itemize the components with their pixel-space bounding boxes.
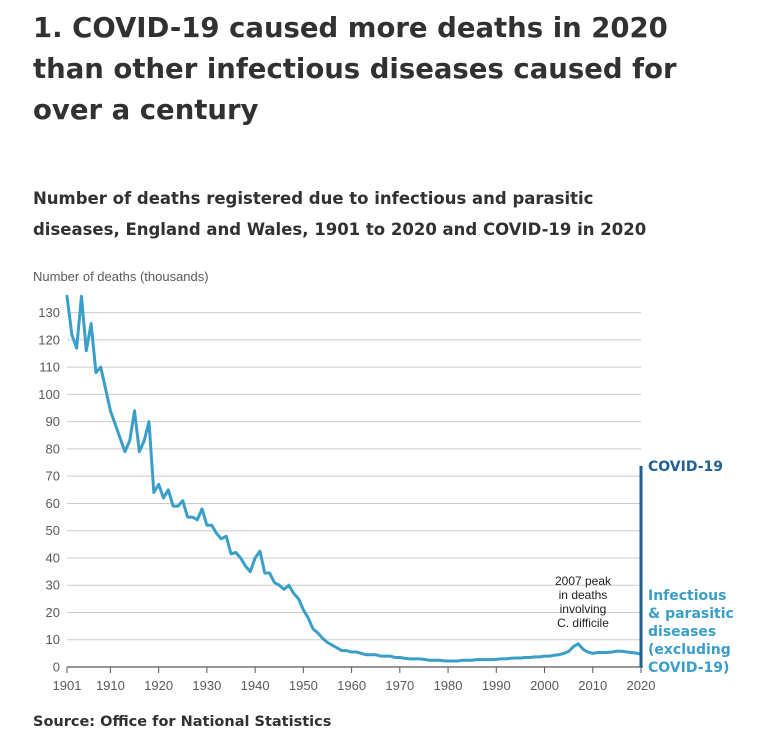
y-tick-label: 10: [46, 632, 60, 647]
x-tick-label: 1960: [337, 678, 366, 693]
annotation-text: involving: [560, 602, 607, 616]
y-axis-label: Number of deaths (thousands): [33, 269, 209, 284]
y-tick-label: 130: [38, 305, 60, 320]
series-label-infectious: COVID-19): [648, 660, 729, 676]
y-tick-label: 20: [46, 605, 60, 620]
x-tick-label: 2000: [530, 678, 559, 693]
x-tick-label: 1950: [289, 678, 318, 693]
y-tick-label: 80: [46, 441, 60, 456]
y-axis-ticks: 0 10 20 30 40 50 60 70 80 90 100 110 120 130: [38, 305, 60, 674]
y-tick-label: 70: [46, 469, 60, 484]
source-note: Source: Office for National Statistics: [33, 714, 332, 730]
series-label-covid: COVID-19: [648, 459, 723, 475]
y-tick-label: 40: [46, 550, 60, 565]
chart-subtitle: Number of deaths registered due to infec…: [33, 189, 647, 239]
x-tick-label: 1990: [482, 678, 511, 693]
x-axis: 1901 1910 1920 1930 1940 1950 1960 1970 1980 1990…: [53, 666, 656, 693]
y-tick-label: 100: [38, 387, 60, 402]
x-tick-label: 1970: [385, 678, 414, 693]
y-tick-label: 50: [46, 523, 60, 538]
annotation-text: C. difficile: [557, 616, 609, 630]
gridlines: [67, 312, 641, 641]
x-tick-label: 1940: [241, 678, 270, 693]
y-tick-label: 30: [46, 578, 60, 593]
y-tick-label: 120: [38, 332, 60, 347]
x-tick-label: 1980: [434, 678, 463, 693]
x-tick-label: 1901: [53, 678, 82, 693]
x-tick-label: 1930: [192, 678, 221, 693]
y-tick-label: 90: [46, 414, 60, 429]
x-tick-label: 2010: [578, 678, 607, 693]
annotation-text: 2007 peak: [555, 574, 612, 588]
x-tick-label: 1920: [144, 678, 173, 693]
series-label-infectious: diseases: [648, 624, 716, 640]
annotation-text: in deaths: [559, 588, 608, 602]
series-label-infectious: (excluding: [648, 642, 731, 658]
annotations: COVID-19 Infectious & parasitic diseases (ex…: [555, 459, 734, 676]
series-infectious-line: [65, 294, 643, 663]
x-tick-label: 2020: [627, 678, 656, 693]
series-label-infectious: Infectious: [648, 588, 726, 604]
series-label-infectious: & parasitic: [648, 606, 734, 622]
y-tick-label: 0: [53, 660, 60, 675]
page-title: 1. COVID-19 caused more deaths in 2020 t…: [33, 12, 677, 126]
y-tick-label: 110: [39, 360, 60, 375]
y-tick-label: 60: [46, 496, 60, 511]
series-lines: [65, 294, 643, 667]
x-tick-label: 1910: [96, 678, 125, 693]
